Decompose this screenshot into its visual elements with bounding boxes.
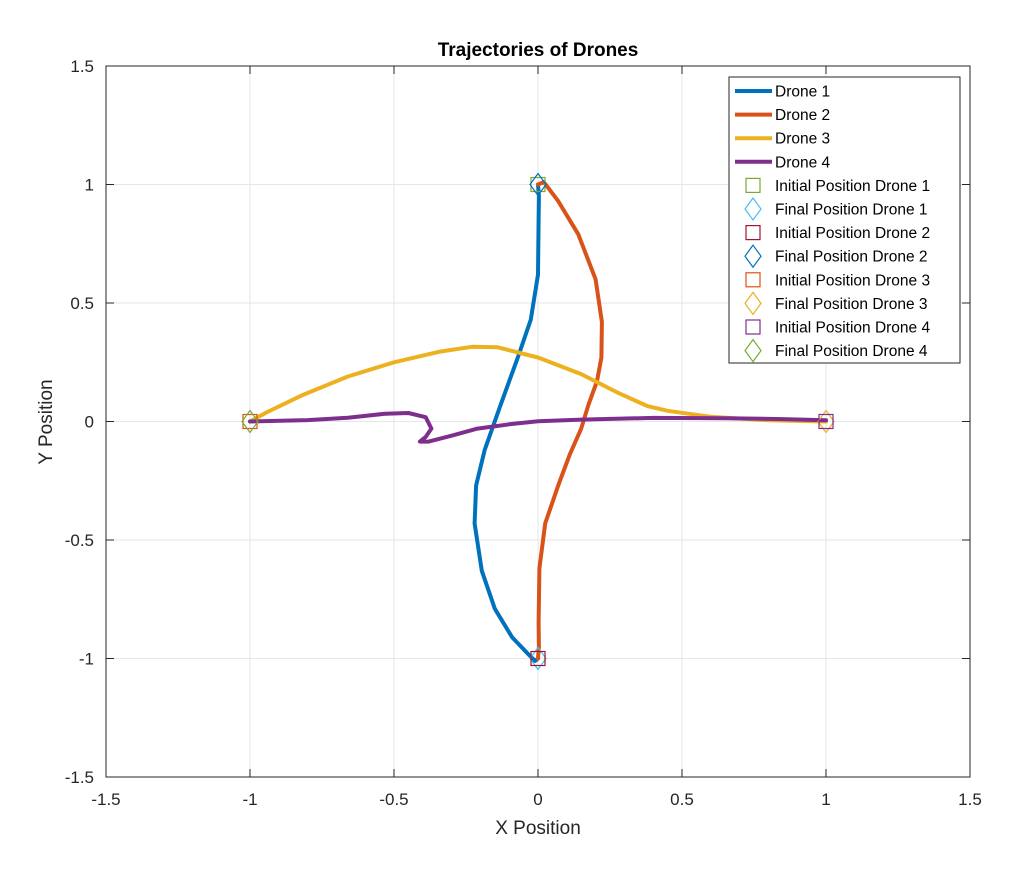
series-line-drone-4: [248, 411, 828, 444]
x-tick-label: 1.5: [958, 790, 982, 809]
legend-entry-text: Final Position Drone 3: [775, 296, 928, 313]
x-tick-label: 0.5: [670, 790, 694, 809]
legend-swatch-diamond: [744, 291, 762, 316]
legend-entry-text: Drone 2: [775, 107, 830, 124]
legend-entry-text: Drone 4: [775, 154, 831, 171]
legend-swatch-diamond: [744, 196, 762, 222]
y-tick-label: 0.5: [70, 294, 94, 313]
legend-entry-text: Final Position Drone 4: [775, 343, 928, 360]
legend-entry-text: Drone 3: [775, 131, 830, 148]
legend-entry-text: Final Position Drone 1: [775, 202, 928, 219]
x-axis-label: X Position: [495, 818, 581, 839]
series-line-drone-3: [248, 344, 828, 424]
initial-position-drone-1-marker: [530, 176, 546, 193]
x-tick-label: -1: [242, 790, 257, 809]
initial-position-drone-2-marker: [530, 650, 546, 667]
y-tick-label: -0.5: [65, 531, 94, 550]
final-position-drone-2-marker: [529, 172, 547, 197]
y-tick-label: 0: [85, 413, 94, 432]
y-tick-label: 1: [85, 176, 94, 195]
legend-entry-text: Initial Position Drone 4: [775, 320, 930, 337]
legend-box: [728, 76, 961, 364]
series-layer: [248, 180, 828, 663]
legend-swatch-square: [745, 272, 761, 288]
x-tick-labels: -1.5 -1 -0.5 0 0.5 1 1.5: [91, 790, 981, 809]
legend-entry-text: Initial Position Drone 2: [775, 225, 930, 242]
y-tick-label: -1: [79, 650, 94, 669]
final-position-drone-4-marker: [241, 409, 259, 434]
tick-marks: [105, 65, 971, 778]
legend-entry-text: Initial Position Drone 3: [775, 272, 930, 289]
chart-title: Trajectories of Drones: [438, 40, 639, 61]
marker-layer: [241, 172, 835, 671]
legend-entry-text: Final Position Drone 2: [775, 249, 928, 266]
x-tick-label: 1: [821, 790, 830, 809]
x-tick-label: -1.5: [91, 790, 120, 809]
initial-position-drone-3-marker: [242, 413, 258, 430]
legend: Drone 1 Drone 2 Drone 3 Drone 4 Initial Posi…: [728, 76, 961, 364]
initial-position-drone-4-marker: [818, 413, 834, 430]
legend-swatch-square: [745, 225, 761, 241]
final-position-drone-3-marker: [817, 409, 835, 434]
y-tick-label: 1.5: [70, 57, 94, 76]
legend-swatch-diamond: [744, 244, 762, 269]
y-tick-labels: -1.5 -1 -0.5 0 0.5 1 1.5: [65, 57, 94, 787]
y-tick-label: -1.5: [65, 768, 94, 787]
series-line-drone-2: [536, 180, 604, 661]
x-tick-label: -0.5: [379, 790, 408, 809]
legend-swatch-diamond: [744, 338, 762, 363]
legend-entry-text: Initial Position Drone 1: [775, 178, 930, 195]
series-line-drone-1: [472, 182, 541, 663]
x-tick-label: 0: [533, 790, 542, 809]
legend-swatch-square: [745, 319, 761, 335]
y-axis-label: Y Position: [36, 379, 57, 464]
legend-entry-text: Drone 1: [775, 84, 830, 101]
final-position-drone-1-marker: [529, 646, 547, 671]
legend-swatch-square: [745, 177, 761, 193]
